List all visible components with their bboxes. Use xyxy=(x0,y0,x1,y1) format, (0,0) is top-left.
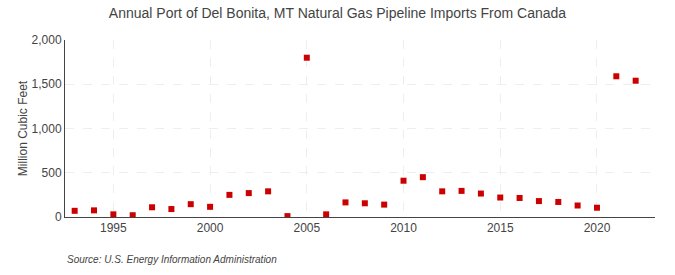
svg-text:Source: U.S. Energy Informatio: Source: U.S. Energy Information Administ… xyxy=(67,254,277,265)
svg-text:0: 0 xyxy=(55,210,62,224)
svg-text:1,000: 1,000 xyxy=(32,122,62,136)
svg-text:2,000: 2,000 xyxy=(32,33,62,47)
svg-text:1,500: 1,500 xyxy=(32,77,62,91)
svg-text:2005: 2005 xyxy=(293,221,320,235)
svg-text:2020: 2020 xyxy=(584,221,611,235)
svg-text:1995: 1995 xyxy=(100,221,127,235)
svg-text:Annual Port of Del Bonita, MT: Annual Port of Del Bonita, MT Natural Ga… xyxy=(109,5,566,21)
svg-text:2010: 2010 xyxy=(390,221,417,235)
svg-text:Million Cubic Feet: Million Cubic Feet xyxy=(16,80,30,176)
svg-text:500: 500 xyxy=(42,166,62,180)
svg-text:2000: 2000 xyxy=(197,221,224,235)
svg-text:2015: 2015 xyxy=(487,221,514,235)
